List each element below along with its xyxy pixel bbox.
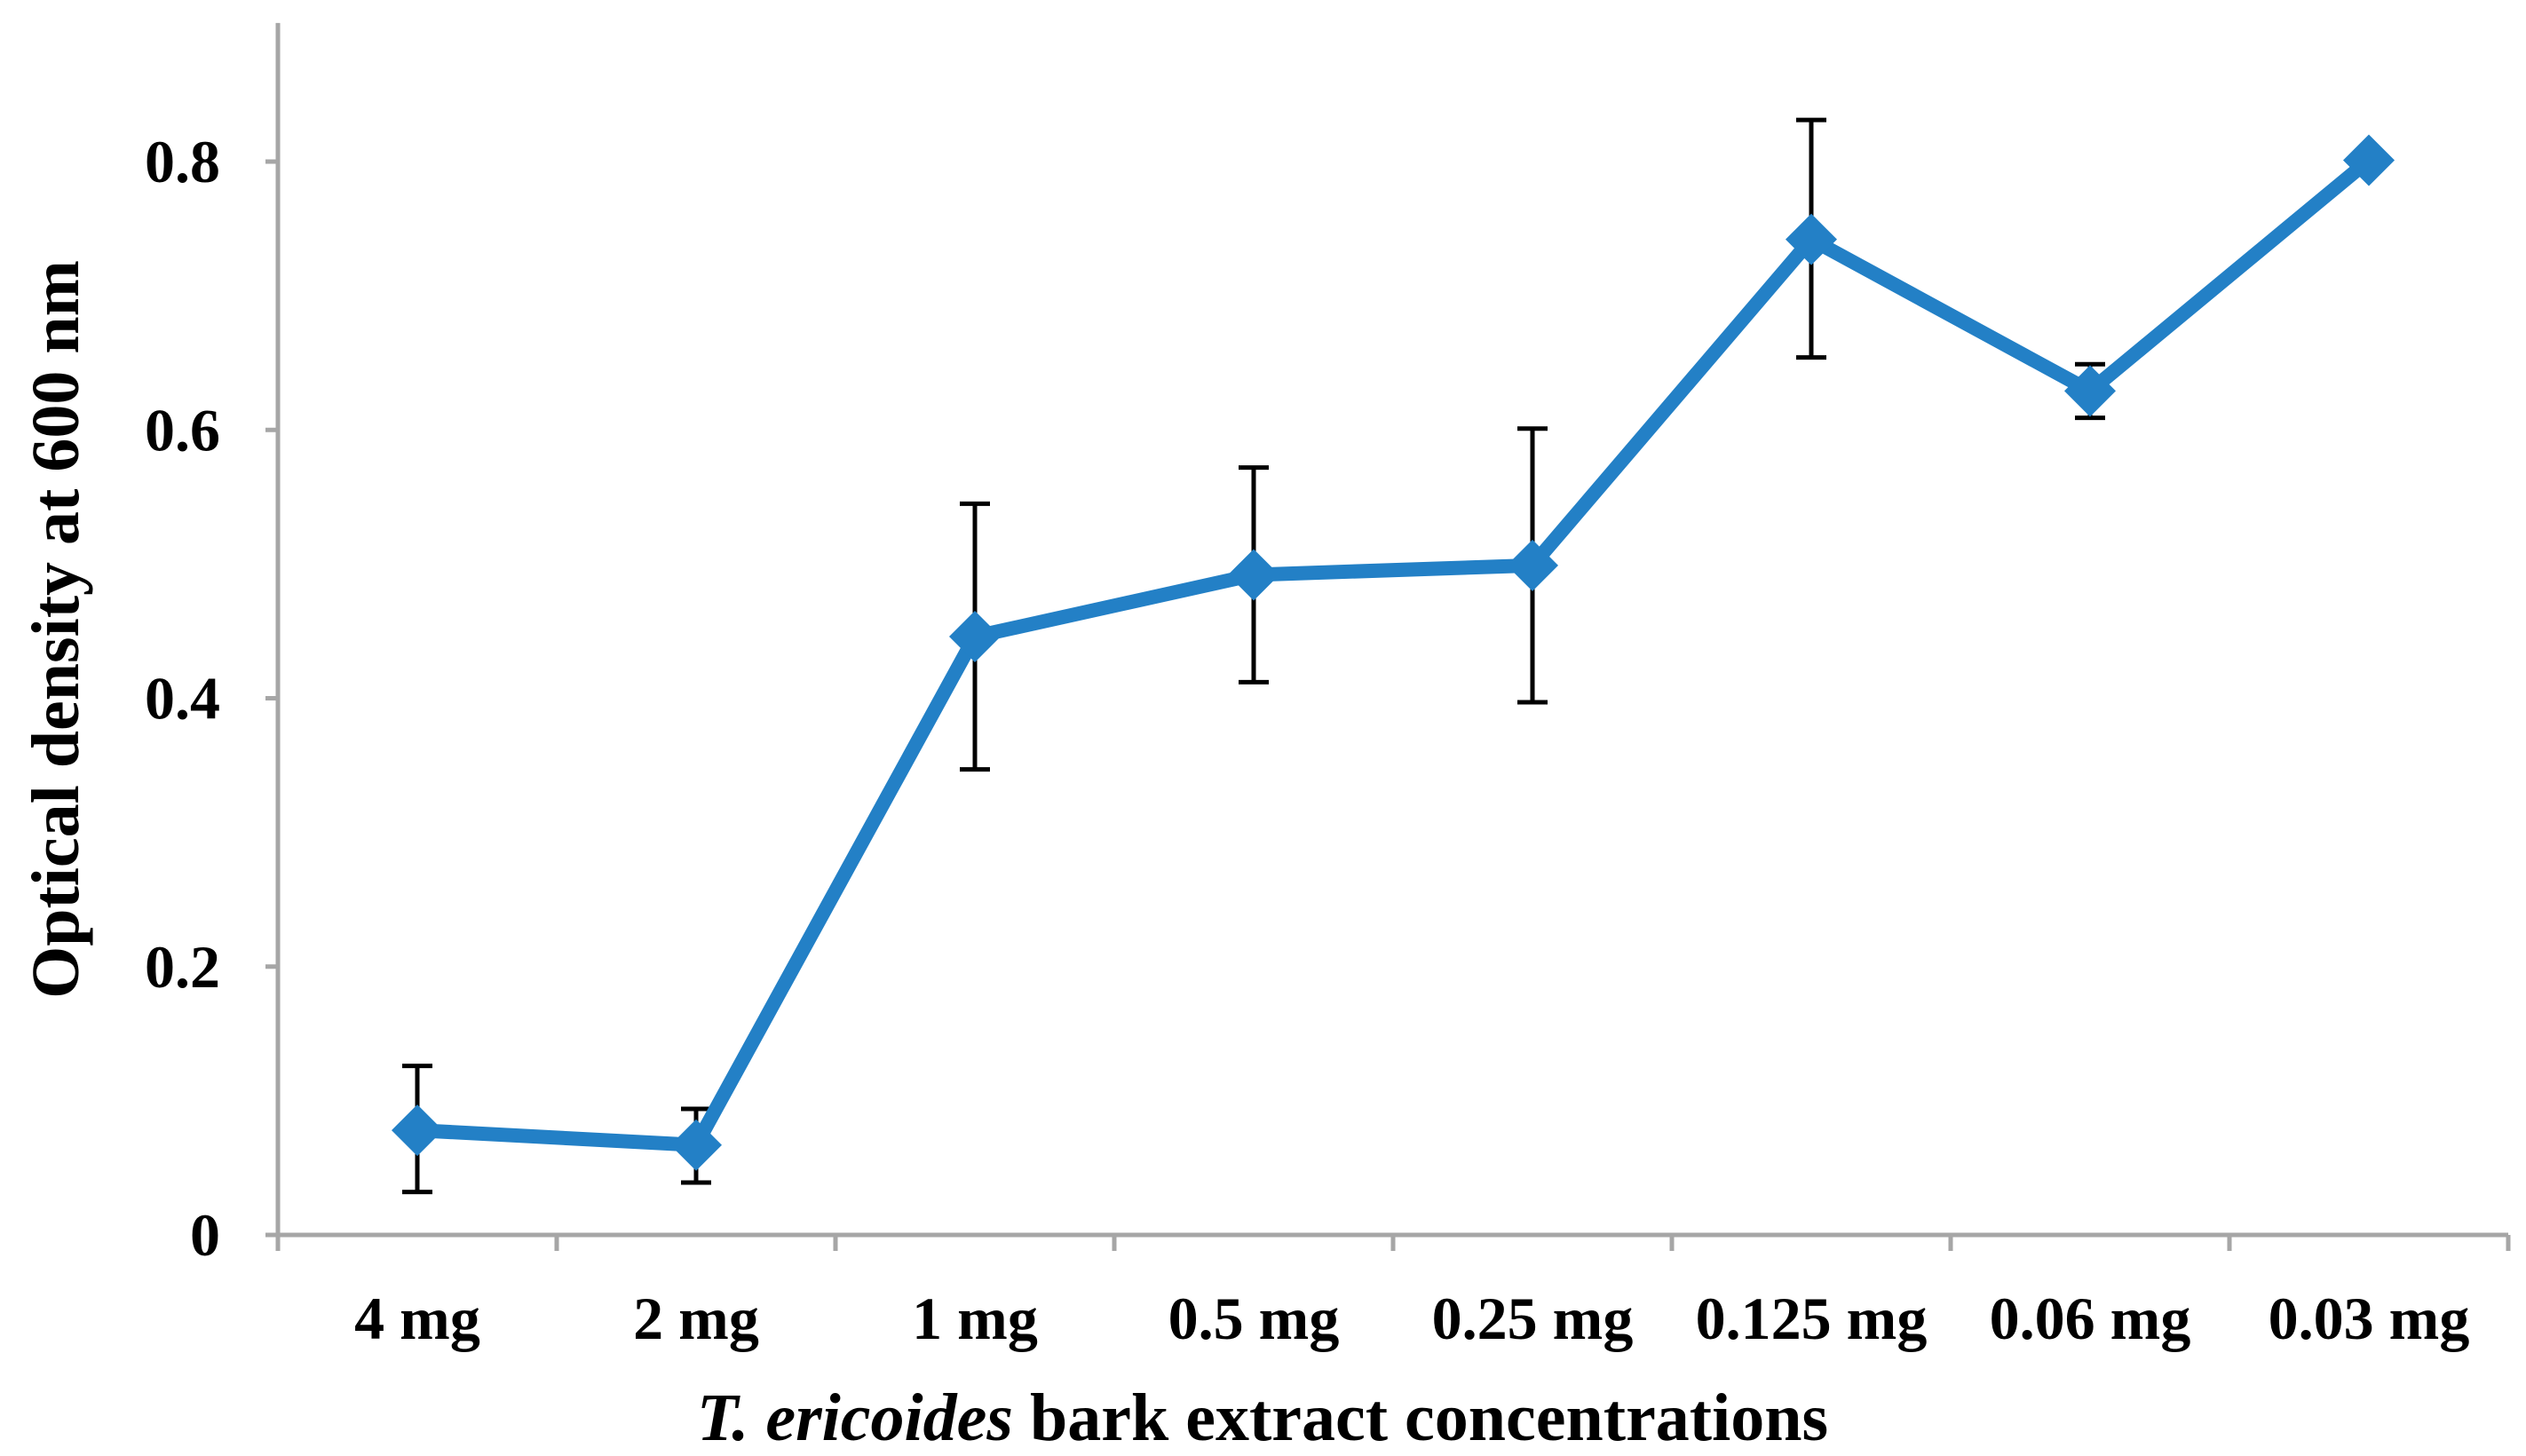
x-axis-title-italic: T. ericoides — [697, 1381, 1013, 1455]
x-tick-label: 0.06 mg — [1990, 1285, 2191, 1352]
x-tick-label: 1 mg — [912, 1285, 1038, 1352]
data-point-marker — [670, 1119, 722, 1171]
series-line — [410, 153, 2376, 1152]
data-point-marker — [1507, 539, 1558, 591]
x-tick-label: 0.125 mg — [1696, 1285, 1928, 1352]
data-point-marker — [2064, 365, 2116, 417]
x-tick-label: 0.03 mg — [2269, 1285, 2470, 1352]
y-tick-label: 0.6 — [145, 396, 220, 463]
x-tick-label: 4 mg — [354, 1285, 480, 1352]
data-point-marker — [2343, 134, 2395, 186]
error-bars — [402, 117, 2105, 1195]
series-lines — [410, 153, 2376, 1152]
y-tick-label: 0 — [190, 1201, 220, 1269]
y-tick-label: 0.8 — [145, 128, 220, 195]
x-tick-label: 0.5 mg — [1168, 1285, 1340, 1352]
x-axis-title: T. ericoides bark extract concentrations — [697, 1381, 1828, 1455]
y-axis-title: Optical density at 600 nm — [19, 260, 93, 999]
markers — [392, 134, 2395, 1171]
data-point-marker — [392, 1104, 443, 1157]
data-point-marker — [1786, 213, 1837, 265]
axes — [265, 22, 2511, 1251]
x-tick-label: 2 mg — [633, 1285, 759, 1352]
data-point-marker — [949, 610, 1001, 662]
labels: 0 0.2 0.4 0.6 0.8 4 mg 2 mg 1 mg 0.5 mg 0.25 mg 0.… — [145, 128, 2469, 1352]
y-tick-label: 0.2 — [145, 933, 220, 1001]
x-tick-label: 0.25 mg — [1432, 1285, 1634, 1352]
x-axis-title-rest: bark extract concentrations — [1013, 1381, 1828, 1455]
y-tick-label: 0.4 — [145, 665, 220, 732]
data-point-marker — [1228, 549, 1279, 601]
